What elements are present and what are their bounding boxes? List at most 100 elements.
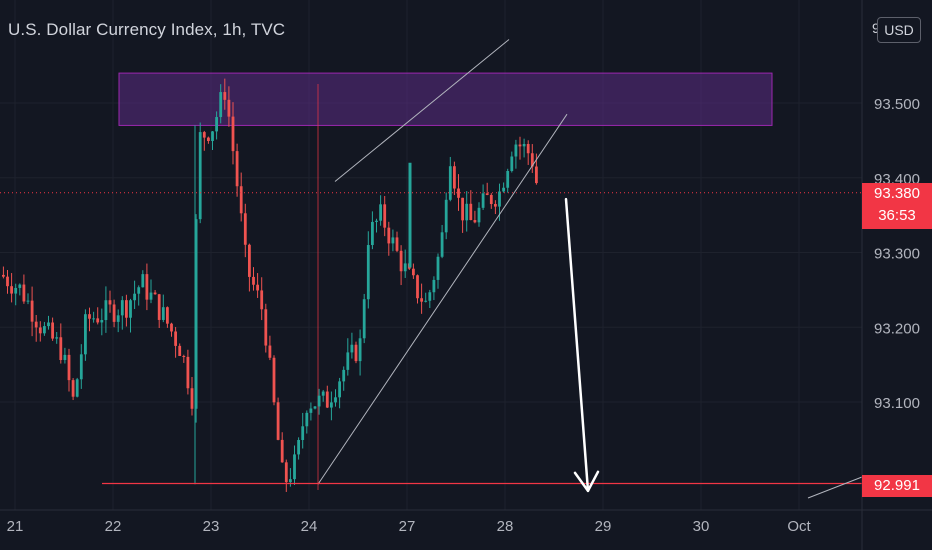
- candle-body: [342, 369, 346, 382]
- candle-body: [145, 274, 149, 300]
- candle-body: [391, 237, 395, 244]
- time-tick-label: 23: [203, 518, 220, 535]
- candle-body: [387, 227, 391, 244]
- candle-body: [211, 131, 214, 142]
- candle-body: [219, 92, 223, 118]
- chart-title: U.S. Dollar Currency Index, 1h, TVC: [8, 20, 286, 39]
- candle-body: [51, 322, 54, 339]
- candle-body: [129, 300, 132, 318]
- candle-body: [248, 244, 251, 277]
- candle-body: [2, 274, 5, 277]
- projection-arrow[interactable]: [564, 197, 600, 493]
- candle-body: [239, 186, 243, 214]
- extended-trendline[interactable]: [807, 476, 863, 499]
- candle-body: [166, 307, 169, 324]
- price-tick-label: 93.200: [874, 320, 920, 337]
- time-tick-label: 29: [595, 518, 612, 535]
- candle-body: [362, 299, 366, 339]
- candle-body: [321, 391, 325, 396]
- candle-body: [469, 203, 473, 221]
- candle-body: [137, 287, 141, 294]
- candle-body: [383, 204, 387, 228]
- candle-body: [289, 479, 292, 483]
- candle-body: [424, 300, 428, 302]
- last-price-value: 93.380: [874, 185, 920, 202]
- currency-button[interactable]: USD: [877, 17, 921, 43]
- candle-body: [75, 379, 79, 397]
- candle-body: [530, 153, 534, 167]
- candle-body: [375, 220, 378, 222]
- candle-body: [157, 294, 161, 320]
- candle-body: [325, 391, 329, 408]
- candle-body: [256, 284, 259, 291]
- candle-body: [161, 307, 165, 320]
- candle-body: [317, 395, 321, 407]
- time-tick-label: 24: [301, 518, 318, 535]
- candle-body: [535, 166, 538, 184]
- candle-body: [252, 276, 255, 285]
- candle-body: [116, 315, 120, 322]
- time-tick-label: 28: [497, 518, 514, 535]
- candle-body: [30, 300, 34, 322]
- candle-body: [92, 318, 95, 320]
- candle-body: [268, 345, 272, 358]
- candle-body: [67, 354, 71, 381]
- candle-body: [170, 323, 173, 332]
- candle-body: [354, 344, 358, 362]
- candle-body: [330, 402, 333, 408]
- candle-body: [403, 263, 407, 272]
- candle-body: [313, 406, 317, 409]
- candle-body: [514, 144, 518, 157]
- candle-body: [301, 426, 305, 441]
- candle-body: [153, 292, 157, 295]
- candle-body: [444, 199, 448, 233]
- candle-body: [481, 193, 485, 208]
- candle-body: [461, 197, 464, 221]
- candle-body: [498, 191, 501, 207]
- candle-body: [174, 331, 177, 346]
- candle-body: [350, 344, 354, 353]
- resistance-zone[interactable]: [118, 72, 773, 126]
- candle-body: [457, 188, 460, 198]
- candle-body: [71, 380, 75, 397]
- candle-body: [108, 300, 112, 305]
- time-tick-label: Oct: [787, 518, 811, 535]
- candle-body: [465, 203, 469, 221]
- bar-countdown: 36:53: [878, 207, 916, 224]
- wedge-upper-trendline[interactable]: [334, 39, 510, 182]
- candle-body: [10, 286, 13, 294]
- candle-body: [432, 279, 436, 293]
- candle-body: [420, 298, 423, 302]
- candle-body: [198, 132, 202, 220]
- candle-body: [428, 292, 432, 301]
- candle-body: [309, 408, 313, 413]
- candlestick-series: [2, 78, 538, 492]
- candle-body: [223, 92, 227, 100]
- time-tick-label: 27: [399, 518, 416, 535]
- candle-body: [149, 292, 153, 300]
- candle-body: [207, 137, 210, 142]
- candle-body: [100, 320, 104, 323]
- candle-body: [506, 170, 510, 188]
- time-tick-label: 22: [105, 518, 122, 535]
- candle-body: [510, 156, 514, 171]
- candle-body: [182, 356, 186, 358]
- candle-body: [215, 117, 218, 132]
- candle-body: [399, 250, 403, 272]
- candle-body: [489, 194, 493, 205]
- clipped-price-label: 9: [872, 20, 877, 36]
- wedge-lower-trendline[interactable]: [317, 113, 568, 485]
- candle-body: [43, 326, 46, 334]
- candle-body: [477, 207, 481, 223]
- candle-body: [522, 144, 526, 147]
- candle-body: [88, 314, 91, 319]
- candle-body: [112, 304, 116, 322]
- candle-body: [436, 256, 440, 280]
- candle-body: [272, 357, 276, 403]
- candle-body: [141, 274, 145, 288]
- time-axis[interactable]: 21 22 23 24 27 28 29 30 Oct: [7, 518, 812, 535]
- candle-body: [338, 381, 341, 398]
- candle-body: [14, 287, 18, 294]
